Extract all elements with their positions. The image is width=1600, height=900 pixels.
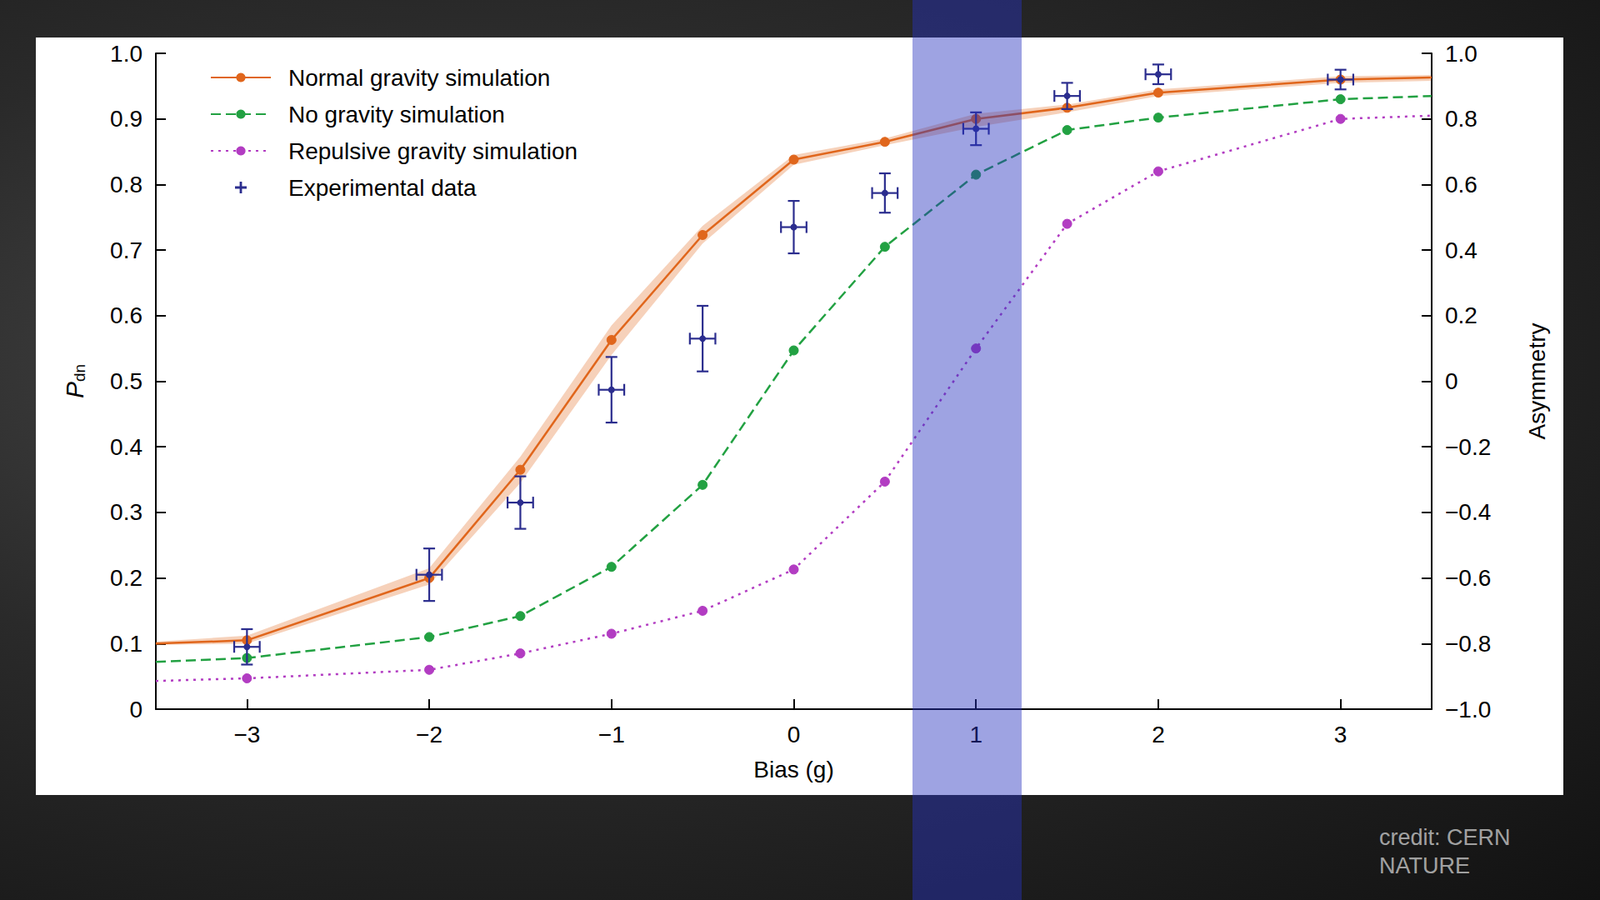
svg-text:0.6: 0.6: [110, 302, 143, 329]
svg-text:0.4: 0.4: [1445, 237, 1478, 264]
svg-text:No gravity simulation: No gravity simulation: [288, 101, 505, 128]
svg-text:Normal gravity simulation: Normal gravity simulation: [288, 65, 550, 91]
svg-text:−1.0: −1.0: [1445, 696, 1491, 723]
svg-text:Bias (g): Bias (g): [753, 756, 834, 783]
svg-text:0.8: 0.8: [1445, 105, 1478, 132]
svg-text:1.0: 1.0: [1445, 40, 1478, 67]
svg-text:−1: −1: [598, 721, 625, 748]
svg-text:0.1: 0.1: [110, 630, 143, 657]
svg-text:0.7: 0.7: [110, 237, 143, 264]
svg-text:0.9: 0.9: [110, 105, 143, 132]
svg-text:P: P: [60, 381, 89, 399]
svg-text:0.3: 0.3: [110, 499, 143, 525]
svg-text:−3: −3: [233, 721, 260, 748]
svg-text:0.8: 0.8: [110, 171, 143, 198]
svg-text:0: 0: [787, 721, 801, 748]
svg-text:0.2: 0.2: [1445, 302, 1478, 329]
svg-text:Repulsive gravity simulation: Repulsive gravity simulation: [288, 138, 578, 165]
svg-text:1: 1: [969, 721, 983, 748]
svg-text:0: 0: [1445, 368, 1459, 395]
svg-text:−0.2: −0.2: [1445, 434, 1491, 460]
svg-text:−0.6: −0.6: [1445, 565, 1491, 591]
svg-text:0: 0: [129, 696, 143, 723]
svg-text:−0.4: −0.4: [1445, 499, 1491, 525]
svg-text:Experimental data: Experimental data: [288, 175, 477, 201]
svg-text:−0.8: −0.8: [1445, 630, 1491, 657]
svg-text:2: 2: [1151, 721, 1165, 748]
svg-text:−2: −2: [415, 721, 443, 748]
svg-text:Asymmetry: Asymmetry: [1524, 323, 1550, 440]
svg-text:0.2: 0.2: [110, 565, 143, 591]
html-text:credit: CERN: credit: CERN: [1379, 825, 1511, 850]
svg-text:0.5: 0.5: [110, 368, 143, 395]
svg-text:0.6: 0.6: [1445, 171, 1478, 198]
svg-text:dn: dn: [70, 364, 89, 382]
svg-text:0.4: 0.4: [110, 434, 143, 460]
html-text:NATURE: NATURE: [1379, 853, 1470, 879]
svg-text:3: 3: [1334, 721, 1348, 748]
svg-text:1.0: 1.0: [110, 40, 143, 67]
